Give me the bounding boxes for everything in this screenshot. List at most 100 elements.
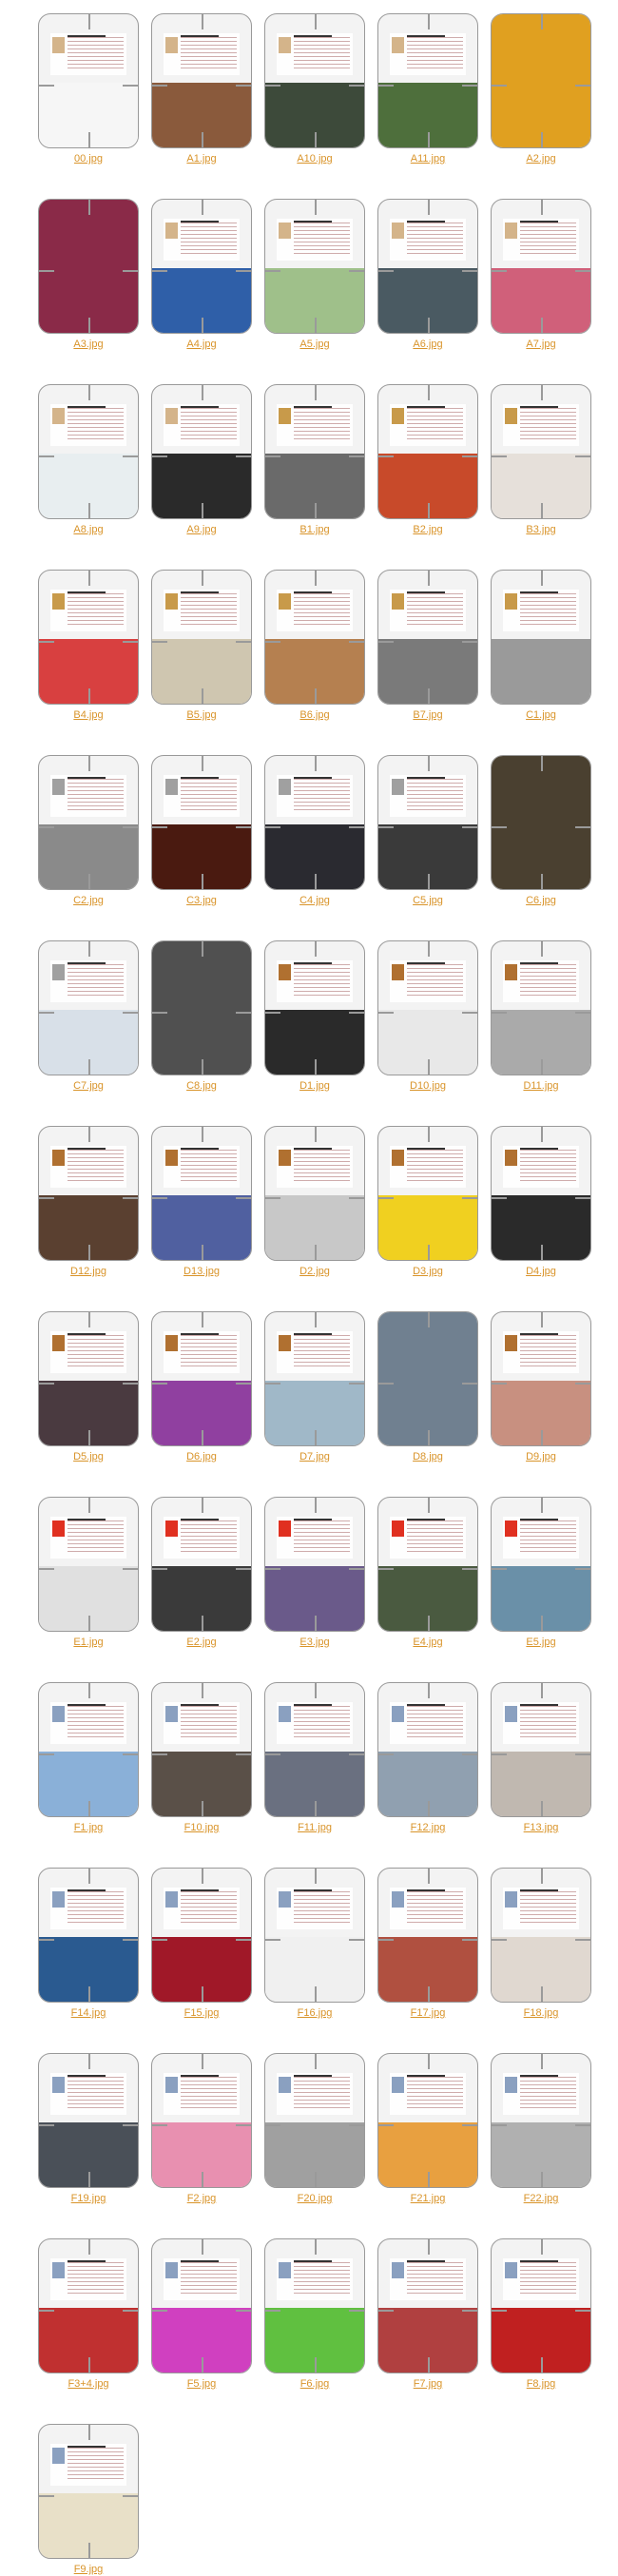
- thumbnail-image[interactable]: [491, 1497, 591, 1632]
- thumbnail-filename-link[interactable]: C3.jpg: [186, 895, 217, 906]
- thumbnail-image[interactable]: [151, 1868, 252, 2003]
- thumbnail-image[interactable]: [377, 13, 478, 148]
- thumbnail-image[interactable]: [264, 570, 365, 705]
- thumbnail-image[interactable]: [151, 570, 252, 705]
- thumbnail-filename-link[interactable]: D12.jpg: [70, 1266, 106, 1277]
- thumbnail-filename-link[interactable]: B6.jpg: [299, 709, 330, 721]
- thumbnail-filename-link[interactable]: A4.jpg: [186, 339, 217, 350]
- thumbnail-image[interactable]: [151, 2238, 252, 2373]
- thumbnail-image[interactable]: [491, 2238, 591, 2373]
- thumbnail-filename-link[interactable]: F16.jpg: [297, 2007, 333, 2019]
- thumbnail-image[interactable]: [38, 1497, 139, 1632]
- thumbnail-image[interactable]: [38, 384, 139, 519]
- thumbnail-image[interactable]: [151, 384, 252, 519]
- thumbnail-image[interactable]: [491, 199, 591, 334]
- thumbnail-image[interactable]: [377, 2238, 478, 2373]
- thumbnail-image[interactable]: [377, 2053, 478, 2188]
- thumbnail-image[interactable]: [264, 1497, 365, 1632]
- thumbnail-image[interactable]: [151, 1682, 252, 1817]
- thumbnail-filename-link[interactable]: F2.jpg: [186, 2193, 217, 2204]
- thumbnail-filename-link[interactable]: D1.jpg: [299, 1080, 330, 1092]
- thumbnail-filename-link[interactable]: A6.jpg: [413, 339, 443, 350]
- thumbnail-filename-link[interactable]: B1.jpg: [299, 524, 330, 535]
- thumbnail-filename-link[interactable]: C5.jpg: [413, 895, 443, 906]
- thumbnail-filename-link[interactable]: C7.jpg: [73, 1080, 104, 1092]
- thumbnail-filename-link[interactable]: A7.jpg: [526, 339, 556, 350]
- thumbnail-filename-link[interactable]: D5.jpg: [73, 1451, 104, 1462]
- thumbnail-image[interactable]: [377, 1497, 478, 1632]
- thumbnail-image[interactable]: [38, 13, 139, 148]
- thumbnail-image[interactable]: [38, 2424, 139, 2559]
- thumbnail-image[interactable]: [38, 1311, 139, 1446]
- thumbnail-image[interactable]: [151, 940, 252, 1075]
- thumbnail-filename-link[interactable]: F17.jpg: [410, 2007, 446, 2019]
- thumbnail-image[interactable]: [151, 755, 252, 890]
- thumbnail-filename-link[interactable]: B2.jpg: [413, 524, 443, 535]
- thumbnail-image[interactable]: [151, 1126, 252, 1261]
- thumbnail-image[interactable]: [491, 13, 591, 148]
- thumbnail-image[interactable]: [38, 2053, 139, 2188]
- thumbnail-image[interactable]: [264, 1126, 365, 1261]
- thumbnail-filename-link[interactable]: F20.jpg: [297, 2193, 333, 2204]
- thumbnail-image[interactable]: [264, 2238, 365, 2373]
- thumbnail-image[interactable]: [491, 1682, 591, 1817]
- thumbnail-image[interactable]: [491, 940, 591, 1075]
- thumbnail-filename-link[interactable]: D9.jpg: [526, 1451, 556, 1462]
- thumbnail-filename-link[interactable]: A11.jpg: [410, 153, 446, 165]
- thumbnail-filename-link[interactable]: F7.jpg: [413, 2378, 443, 2390]
- thumbnail-filename-link[interactable]: E2.jpg: [186, 1637, 217, 1648]
- thumbnail-image[interactable]: [377, 1311, 478, 1446]
- thumbnail-filename-link[interactable]: D7.jpg: [299, 1451, 330, 1462]
- thumbnail-filename-link[interactable]: E1.jpg: [73, 1637, 104, 1648]
- thumbnail-filename-link[interactable]: D10.jpg: [410, 1080, 446, 1092]
- thumbnail-filename-link[interactable]: B5.jpg: [186, 709, 217, 721]
- thumbnail-image[interactable]: [491, 1868, 591, 2003]
- thumbnail-image[interactable]: [377, 1868, 478, 2003]
- thumbnail-filename-link[interactable]: A3.jpg: [73, 339, 104, 350]
- thumbnail-filename-link[interactable]: F8.jpg: [526, 2378, 556, 2390]
- thumbnail-filename-link[interactable]: D6.jpg: [186, 1451, 217, 1462]
- thumbnail-image[interactable]: [491, 755, 591, 890]
- thumbnail-image[interactable]: [264, 384, 365, 519]
- thumbnail-filename-link[interactable]: A8.jpg: [73, 524, 104, 535]
- thumbnail-image[interactable]: [38, 570, 139, 705]
- thumbnail-filename-link[interactable]: F1.jpg: [73, 1822, 104, 1833]
- thumbnail-image[interactable]: [377, 755, 478, 890]
- thumbnail-image[interactable]: [38, 940, 139, 1075]
- thumbnail-image[interactable]: [491, 570, 591, 705]
- thumbnail-image[interactable]: [491, 1311, 591, 1446]
- thumbnail-filename-link[interactable]: F6.jpg: [299, 2378, 330, 2390]
- thumbnail-filename-link[interactable]: F11.jpg: [298, 1822, 332, 1833]
- thumbnail-image[interactable]: [377, 940, 478, 1075]
- thumbnail-filename-link[interactable]: F12.jpg: [410, 1822, 446, 1833]
- thumbnail-image[interactable]: [264, 1311, 365, 1446]
- thumbnail-filename-link[interactable]: F21.jpg: [410, 2193, 446, 2204]
- thumbnail-filename-link[interactable]: F22.jpg: [523, 2193, 559, 2204]
- thumbnail-filename-link[interactable]: F5.jpg: [186, 2378, 217, 2390]
- thumbnail-filename-link[interactable]: E3.jpg: [299, 1637, 330, 1648]
- thumbnail-image[interactable]: [264, 940, 365, 1075]
- thumbnail-image[interactable]: [377, 384, 478, 519]
- thumbnail-image[interactable]: [377, 1126, 478, 1261]
- thumbnail-filename-link[interactable]: C1.jpg: [526, 709, 556, 721]
- thumbnail-filename-link[interactable]: F18.jpg: [523, 2007, 559, 2019]
- thumbnail-image[interactable]: [151, 13, 252, 148]
- thumbnail-filename-link[interactable]: F15.jpg: [183, 2007, 220, 2019]
- thumbnail-image[interactable]: [491, 1126, 591, 1261]
- thumbnail-image[interactable]: [264, 1682, 365, 1817]
- thumbnail-filename-link[interactable]: F3+4.jpg: [68, 2378, 109, 2390]
- thumbnail-filename-link[interactable]: D13.jpg: [183, 1266, 220, 1277]
- thumbnail-filename-link[interactable]: A9.jpg: [186, 524, 217, 535]
- thumbnail-filename-link[interactable]: B3.jpg: [526, 524, 556, 535]
- thumbnail-image[interactable]: [38, 1126, 139, 1261]
- thumbnail-filename-link[interactable]: A10.jpg: [297, 153, 333, 165]
- thumbnail-filename-link[interactable]: F13.jpg: [523, 1822, 559, 1833]
- thumbnail-image[interactable]: [151, 1497, 252, 1632]
- thumbnail-image[interactable]: [264, 13, 365, 148]
- thumbnail-image[interactable]: [377, 570, 478, 705]
- thumbnail-image[interactable]: [38, 199, 139, 334]
- thumbnail-filename-link[interactable]: A1.jpg: [186, 153, 217, 165]
- thumbnail-filename-link[interactable]: F9.jpg: [73, 2564, 104, 2575]
- thumbnail-image[interactable]: [38, 1868, 139, 2003]
- thumbnail-filename-link[interactable]: A5.jpg: [299, 339, 330, 350]
